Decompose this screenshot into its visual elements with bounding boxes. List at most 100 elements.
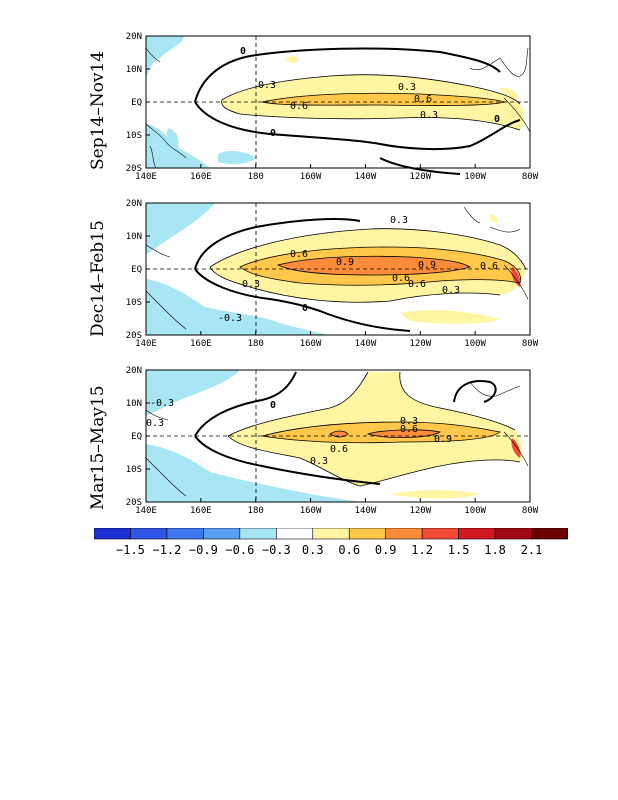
x-tick-label: 160E bbox=[190, 506, 212, 516]
contour-0.6 bbox=[261, 421, 501, 444]
coastline-east bbox=[463, 206, 529, 300]
x-tick-label: 140W bbox=[355, 339, 377, 349]
contour-label: 0.9 bbox=[418, 260, 436, 271]
map-panel-3: -0.3 0.3 0 0.3 0.6 0.6 0.9 0.3 20N 10N EQ 1… bbox=[126, 366, 539, 516]
color-swatch bbox=[203, 528, 241, 540]
negative-region-south bbox=[218, 151, 256, 165]
coastline-west bbox=[145, 409, 187, 497]
contour-0.9 bbox=[329, 429, 442, 439]
contour-zero-north bbox=[194, 371, 297, 437]
negative-region-west bbox=[146, 203, 215, 255]
negative-region-sw bbox=[146, 124, 210, 168]
contour-0.3 bbox=[209, 228, 527, 303]
x-tick-label: 80W bbox=[522, 506, 539, 516]
y-tick-label: 20S bbox=[126, 164, 142, 174]
contour-label: 0.6 bbox=[480, 261, 498, 272]
contour-0.9 bbox=[276, 255, 471, 276]
x-axis: 140E 160E 180 160W 140W 120W 100W 80W bbox=[135, 498, 539, 516]
coastline-east bbox=[469, 47, 531, 133]
contour-label: 0.6 bbox=[414, 94, 432, 105]
contour-label: 0.9 bbox=[434, 434, 452, 445]
warm-region-0.9-a bbox=[330, 431, 348, 437]
contour-0.6 bbox=[239, 246, 521, 286]
color-legend: −1.5 −1.2 −0.9 −0.6 −0.3 0.3 0.6 0.9 1.2 1.5 1.8 2.… bbox=[94, 528, 568, 557]
x-tick-label: 140E bbox=[135, 339, 157, 349]
contour-zero-east bbox=[379, 157, 461, 175]
legend-tick-label: 0.3 bbox=[302, 543, 324, 557]
x-tick-label: 160E bbox=[190, 339, 212, 349]
x-tick-label: 140E bbox=[135, 506, 157, 516]
contour-label: 0 bbox=[270, 128, 276, 139]
legend-tick-label: 0.6 bbox=[338, 543, 360, 557]
contour-zero-ne bbox=[453, 380, 497, 403]
y-tick-label: 20S bbox=[126, 498, 142, 508]
contour-label: 0.6 bbox=[290, 101, 308, 112]
legend-tick-label: −1.5 bbox=[116, 543, 145, 557]
panel-label: Dec14–Feb15 bbox=[88, 220, 108, 337]
contour-label: 0.3 bbox=[258, 80, 276, 91]
contour-0.3 bbox=[221, 74, 521, 131]
legend-tick-label: 0.9 bbox=[375, 543, 397, 557]
contour-label: 0.9 bbox=[336, 257, 354, 268]
color-swatch bbox=[130, 528, 168, 540]
x-tick-label: 140E bbox=[135, 172, 157, 182]
legend-tick-label: −0.6 bbox=[225, 543, 254, 557]
x-tick-label: 160W bbox=[300, 172, 322, 182]
y-tick-label: 10S bbox=[126, 298, 142, 308]
contour-label: 0 bbox=[494, 114, 500, 125]
negative-region-west bbox=[146, 370, 240, 416]
coastline-west bbox=[145, 244, 187, 330]
coastline-west bbox=[145, 47, 187, 169]
negative-region-sw bbox=[146, 279, 330, 335]
legend-tick-label: 1.5 bbox=[448, 543, 470, 557]
x-tick-label: 160W bbox=[300, 339, 322, 349]
color-swatch bbox=[348, 528, 386, 540]
color-swatch bbox=[421, 528, 459, 540]
x-tick-label: 100W bbox=[464, 339, 486, 349]
contour-label: -0.3 bbox=[150, 398, 174, 409]
x-tick-label: 120W bbox=[409, 506, 431, 516]
contour-label: 0.6 bbox=[408, 279, 426, 290]
warm-region-0.3-south bbox=[400, 310, 500, 324]
x-tick-label: 160E bbox=[190, 172, 212, 182]
x-tick-label: 120W bbox=[409, 339, 431, 349]
y-axis: 20N 10N EQ 10S 20S bbox=[126, 366, 150, 508]
legend-tick-label: 1.8 bbox=[484, 543, 506, 557]
y-tick-label: 10S bbox=[126, 131, 142, 141]
contour-label: 0 bbox=[302, 303, 308, 314]
contour-label: 0.6 bbox=[400, 424, 418, 435]
legend-tick-label: 2.1 bbox=[521, 543, 543, 557]
legend-tick-label: −1.2 bbox=[152, 543, 181, 557]
contour-zero-south bbox=[194, 435, 381, 485]
legend-tick-label: 1.2 bbox=[411, 543, 433, 557]
y-tick-label: EQ bbox=[131, 265, 142, 275]
x-tick-label: 80W bbox=[522, 172, 539, 182]
panel-label: Sep14–Nov14 bbox=[88, 50, 108, 170]
y-tick-label: 20N bbox=[126, 366, 142, 376]
x-tick-label: 140W bbox=[355, 506, 377, 516]
color-swatch bbox=[531, 528, 568, 540]
contour-label: 0 bbox=[240, 46, 246, 57]
contour-label: 0 bbox=[270, 400, 276, 411]
contour-label: 0.3 bbox=[420, 110, 438, 121]
contour-label: 0.3 bbox=[146, 418, 164, 429]
x-tick-label: 160W bbox=[300, 506, 322, 516]
panel-label: Mar15–May15 bbox=[88, 385, 108, 510]
map-panel-1: 0 0.3 0.6 0.3 0.6 0.3 0 0 20N 10N EQ 10S 20S… bbox=[126, 32, 539, 182]
color-swatch bbox=[312, 528, 350, 540]
x-tick-label: 180 bbox=[248, 339, 264, 349]
color-swatch bbox=[239, 528, 277, 540]
warm-region-0.3-east bbox=[500, 87, 519, 100]
y-tick-label: 20S bbox=[126, 331, 142, 341]
contour-label: 0.3 bbox=[400, 416, 418, 427]
y-axis: 20N 10N EQ 10S 20S bbox=[126, 32, 150, 174]
y-axis: 20N 10N EQ 10S 20S bbox=[126, 199, 150, 341]
x-tick-label: 80W bbox=[522, 339, 539, 349]
panel-sep-nov: Sep14–Nov14 0 0.3 0.6 0.3 0.6 0.3 0 0 20… bbox=[0, 28, 618, 198]
contour-zero-south bbox=[194, 268, 411, 332]
contour-zero-north bbox=[194, 47, 501, 103]
color-swatch bbox=[166, 528, 204, 540]
contour-label: -0.3 bbox=[218, 313, 242, 324]
y-tick-label: EQ bbox=[131, 98, 142, 108]
contour-label: 0.6 bbox=[290, 249, 308, 260]
